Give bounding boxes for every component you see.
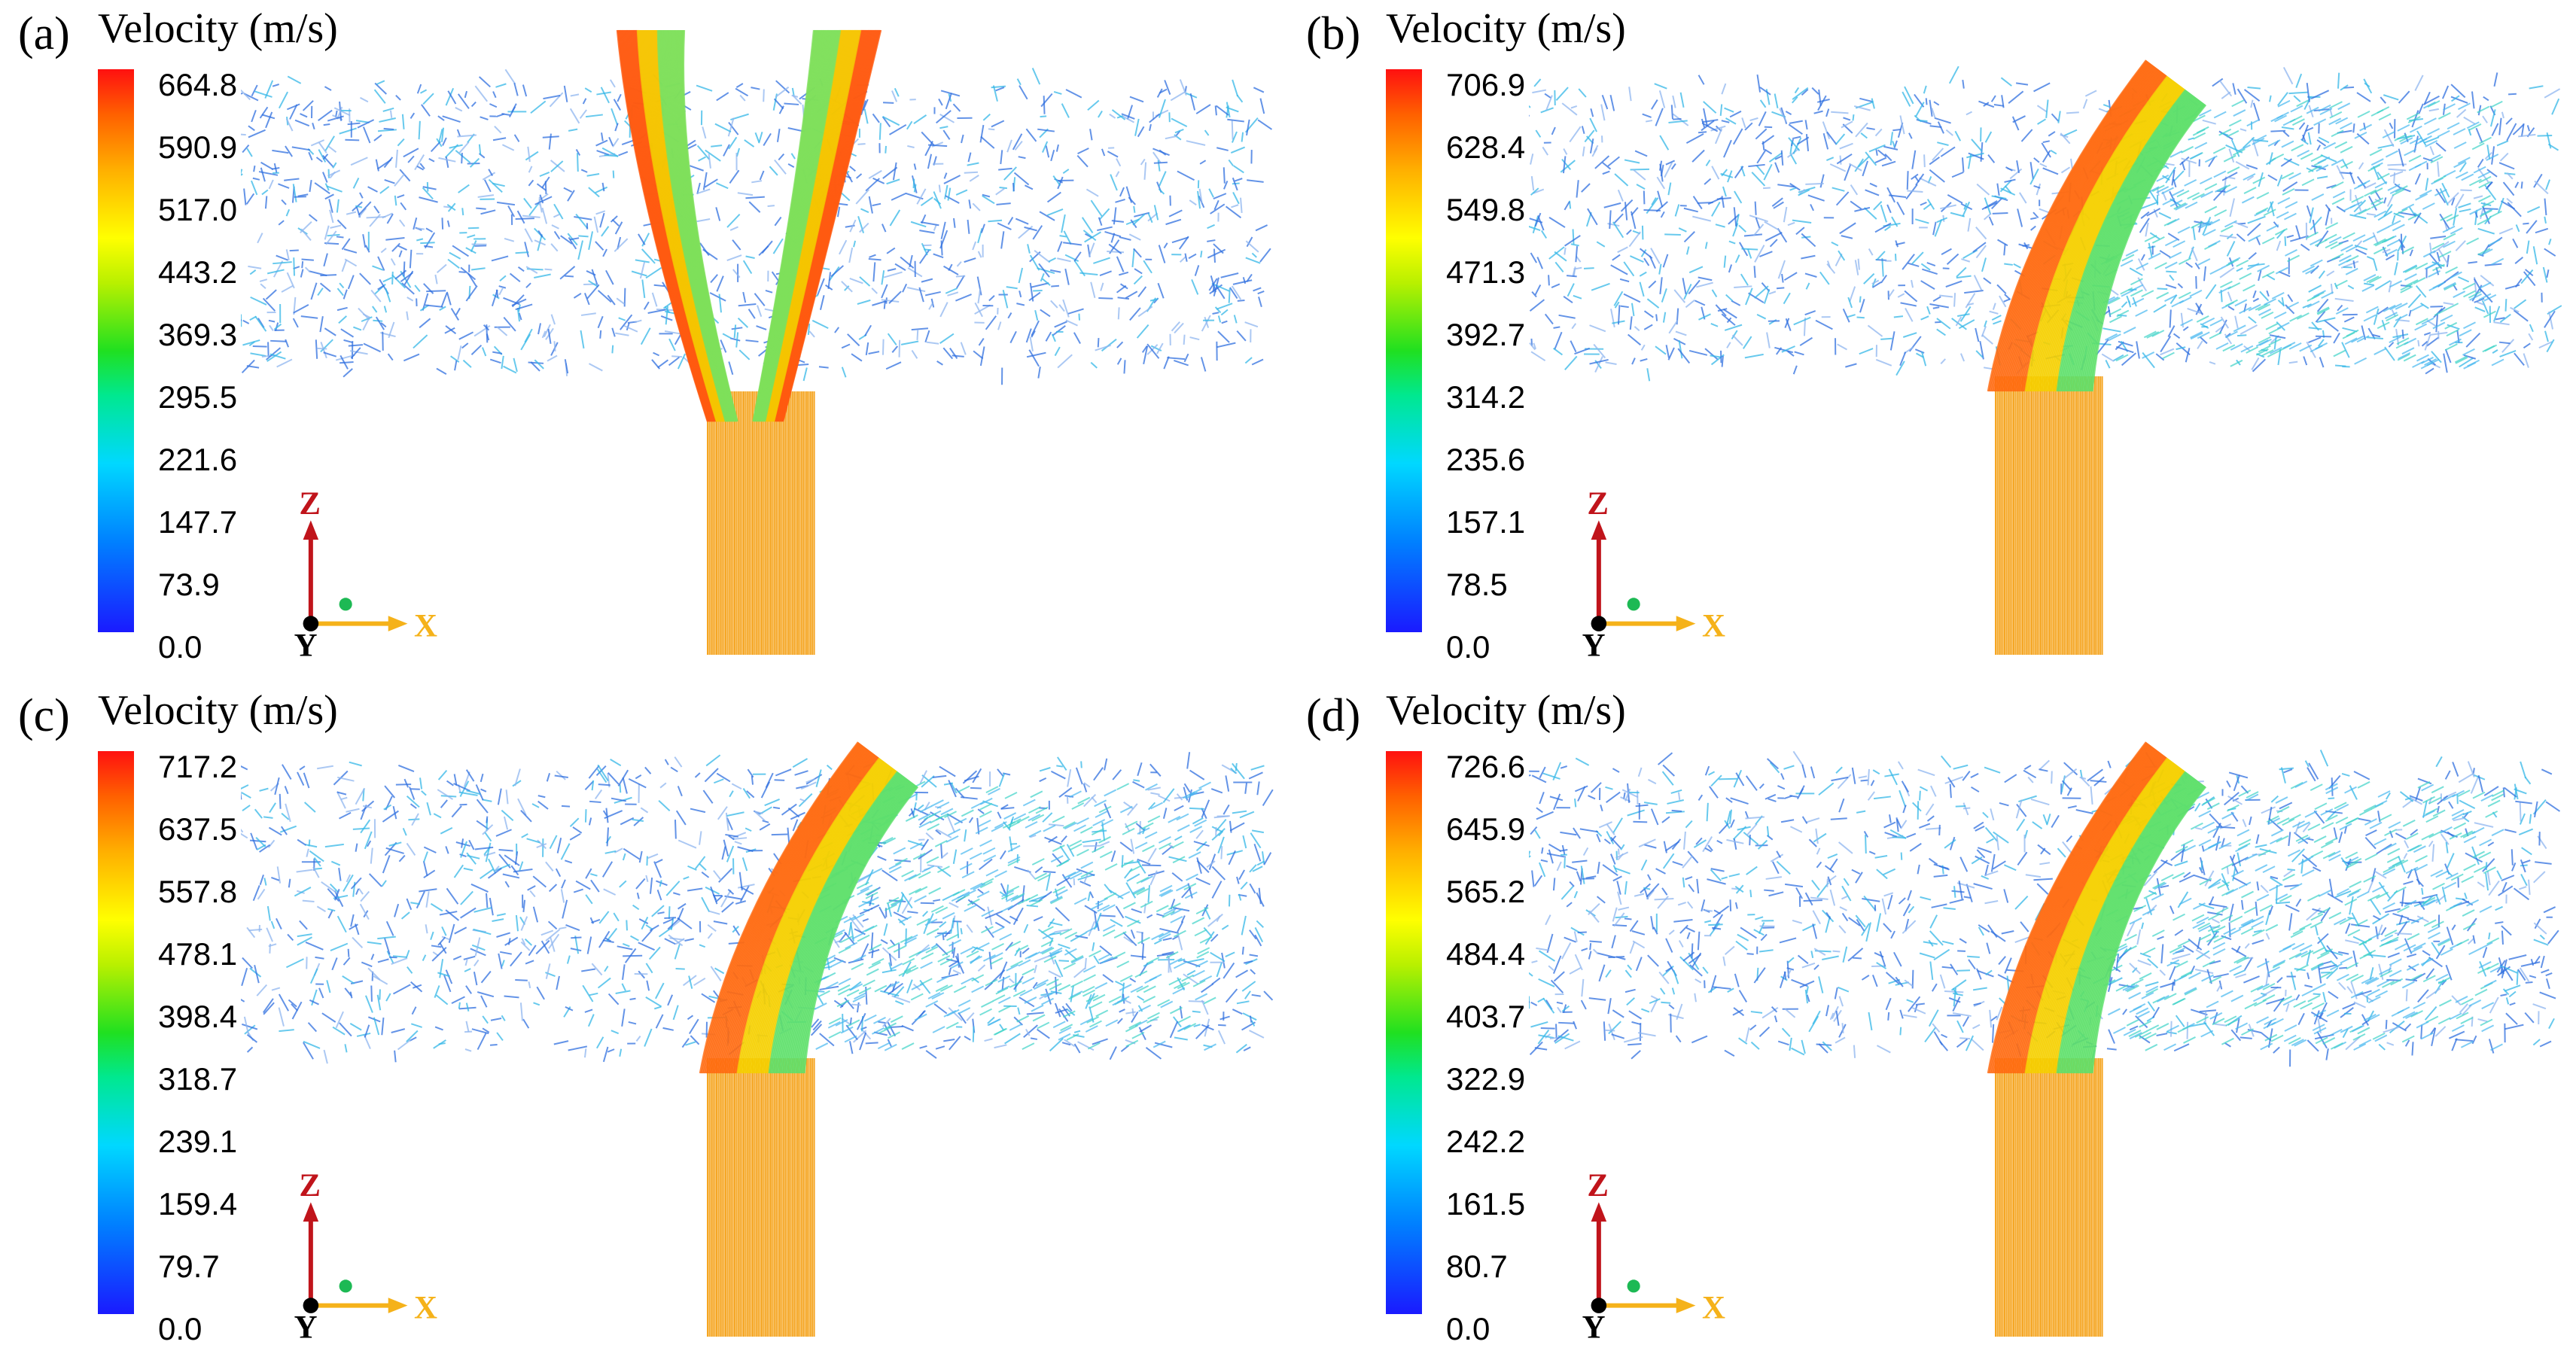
y-axis-label: Y: [1582, 628, 1606, 662]
colorbar-tick-label: 157.1: [1446, 504, 1526, 540]
colorbar-tick-label: 0.0: [158, 1311, 202, 1346]
colorbar-tick-label: 147.7: [158, 504, 238, 540]
colorbar-tick-label: 590.9: [158, 129, 238, 165]
y-axis-out-of-plane-dot: [339, 1279, 352, 1293]
axis-triad: Z X Y: [294, 1168, 437, 1344]
x-axis-label: X: [414, 1291, 437, 1326]
colorbar-tick-label: 557.8: [158, 874, 238, 909]
colorbar-tick-label: 517.0: [158, 192, 238, 227]
colorbar: [1386, 751, 1422, 1314]
colorbar-tick-label: 706.9: [1446, 67, 1526, 102]
colorbar-tick-label: 645.9: [1446, 811, 1526, 847]
z-axis-label: Z: [1587, 1168, 1609, 1203]
jet-vectors: [699, 741, 919, 1337]
colorbar-tick-label: 295.5: [158, 379, 238, 415]
colorbar-tick-label: 0.0: [158, 629, 202, 665]
panel-a: (a) Velocity (m/s) 664.8 590.9 517.0 443.2 369…: [0, 0, 1288, 681]
colorbar-tick-label: 664.8: [158, 67, 238, 102]
z-axis-label: Z: [299, 486, 321, 522]
jet-vectors: [616, 29, 882, 655]
coordinate-axes: Z X Y: [294, 486, 437, 662]
colorbar-title: Velocity (m/s): [1386, 5, 1626, 52]
colorbar: [98, 69, 134, 632]
x-axis-label: X: [1702, 609, 1725, 644]
coordinate-axes: Z X Y: [1582, 1168, 1725, 1344]
colorbar-tick-label: 471.3: [1446, 254, 1526, 290]
vector-field: [241, 741, 1274, 1337]
colorbar-tick-label: 565.2: [1446, 874, 1526, 909]
colorbar-tick-label: 318.7: [158, 1061, 238, 1097]
velocity-vectors: [1529, 65, 2562, 382]
colorbar-tick-label: 78.5: [1446, 567, 1508, 602]
colorbar-tick-label: 484.4: [1446, 936, 1526, 972]
colorbar-tick-label: 239.1: [158, 1124, 238, 1159]
colorbar-tick-label: 235.6: [1446, 442, 1526, 477]
panel-label: (c): [18, 690, 70, 741]
origin-point: [303, 1298, 319, 1313]
colorbar-tick-label: 717.2: [158, 749, 238, 784]
origin-point: [1591, 1298, 1607, 1313]
colorbar-tick-label: 549.8: [1446, 192, 1526, 227]
colorbar-title: Velocity (m/s): [1386, 687, 1626, 734]
y-axis-label: Y: [294, 1310, 318, 1344]
panel-c: (c) Velocity (m/s) 717.2 637.5 557.8 478.1 398…: [0, 682, 1288, 1363]
colorbar-tick-label: 159.4: [158, 1186, 238, 1222]
colorbar-tick-label: 0.0: [1446, 1311, 1490, 1346]
colorbar-tick-label: 443.2: [158, 254, 238, 290]
velocity-vectors: [241, 68, 1273, 385]
colorbar-tick-label: 80.7: [1446, 1249, 1508, 1284]
jet-vectors: [1987, 59, 2207, 655]
velocity-vectors: [1529, 750, 2561, 1067]
x-axis-label: X: [1702, 1291, 1725, 1326]
colorbar-tick-label: 398.4: [158, 999, 238, 1034]
origin-point: [303, 616, 319, 631]
vector-field: [241, 29, 1273, 655]
y-axis-label: Y: [1582, 1310, 1606, 1344]
colorbar-tick-label: 392.7: [1446, 317, 1526, 352]
colorbar: [1386, 69, 1422, 632]
y-axis-out-of-plane-dot: [339, 598, 352, 611]
axis-triad: Z X Y: [1582, 1168, 1725, 1344]
colorbar-tick-label: 314.2: [1446, 379, 1526, 415]
colorbar-title: Velocity (m/s): [98, 687, 338, 734]
coordinate-axes: Z X Y: [1582, 486, 1725, 662]
coordinate-axes: Z X Y: [294, 1168, 437, 1344]
z-axis-label: Z: [299, 1168, 321, 1203]
panel-d: (d) Velocity (m/s) 726.6 645.9 565.2 484.4 403…: [1288, 682, 2576, 1363]
axis-triad: Z X Y: [294, 486, 437, 662]
colorbar-tick-label: 0.0: [1446, 629, 1490, 665]
y-axis-out-of-plane-dot: [1627, 1279, 1640, 1293]
jet-vectors: [1987, 741, 2207, 1337]
vector-field: [1529, 741, 2561, 1337]
colorbar-tick-label: 161.5: [1446, 1186, 1526, 1222]
colorbar-tick-label: 221.6: [158, 442, 238, 477]
colorbar-tick-label: 242.2: [1446, 1124, 1526, 1159]
axis-triad: Z X Y: [1582, 486, 1725, 662]
vector-field: [1529, 59, 2562, 655]
origin-point: [1591, 616, 1607, 631]
colorbar: [98, 751, 134, 1314]
z-axis-label: Z: [1587, 486, 1609, 522]
colorbar-tick-label: 478.1: [158, 936, 238, 972]
colorbar-tick-label: 79.7: [158, 1249, 220, 1284]
panel-b: (b) Velocity (m/s) 706.9 628.4 549.8 471.3 392…: [1288, 0, 2576, 681]
colorbar-tick-label: 637.5: [158, 811, 238, 847]
y-axis-out-of-plane-dot: [1627, 598, 1640, 611]
colorbar-title: Velocity (m/s): [98, 5, 338, 52]
panel-label: (b): [1306, 8, 1361, 59]
panel-label: (d): [1306, 690, 1361, 741]
colorbar-tick-label: 73.9: [158, 567, 220, 602]
colorbar-tick-label: 403.7: [1446, 999, 1526, 1034]
colorbar-tick-label: 726.6: [1446, 749, 1526, 784]
colorbar-tick-label: 369.3: [158, 317, 238, 352]
y-axis-label: Y: [294, 628, 318, 662]
panel-label: (a): [18, 8, 70, 59]
x-axis-label: X: [414, 609, 437, 644]
colorbar-tick-label: 322.9: [1446, 1061, 1526, 1097]
colorbar-tick-label: 628.4: [1446, 129, 1526, 165]
